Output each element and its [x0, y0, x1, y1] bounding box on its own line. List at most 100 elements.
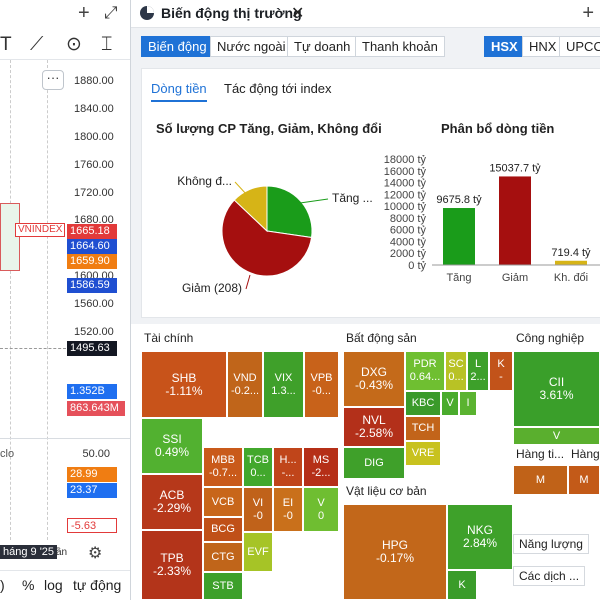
heatmap-cell[interactable]: DXG -0.43%: [343, 351, 405, 407]
heatmap-cell[interactable]: K-: [489, 351, 513, 391]
range-bracket: ): [0, 577, 5, 593]
heatmap-cell[interactable]: SC 0...: [445, 351, 467, 391]
price-axis-label: 1520.00: [74, 326, 114, 338]
exchange-tab-upcom[interactable]: UPCO: [559, 36, 600, 57]
tab-nuoc-ngoai[interactable]: Nước ngoài: [210, 36, 293, 57]
heatmap-cell[interactable]: VRE: [405, 441, 441, 466]
bar-category-label: Giảm: [502, 272, 528, 284]
heatmap-cell[interactable]: ACB -2.29%: [141, 474, 203, 530]
heatmap-cell[interactable]: TPB -2.33%: [141, 530, 203, 600]
cell-symbol: L: [474, 358, 482, 370]
heatmap-cell[interactable]: MBB -0.7...: [203, 447, 243, 487]
bar[interactable]: [555, 260, 587, 265]
heatmap-cell[interactable]: STB: [203, 572, 243, 600]
exchange-tab-hsx[interactable]: HSX: [484, 36, 525, 57]
heatmap-cell[interactable]: M: [513, 465, 568, 495]
log-scale-button[interactable]: log: [44, 577, 63, 593]
heatmap-cell[interactable]: VIX 1.3...: [263, 351, 304, 418]
bar[interactable]: [499, 176, 531, 265]
cell-percent: -2...: [311, 467, 331, 479]
pie-slice[interactable]: [221, 199, 313, 277]
heatmap-cell[interactable]: TCB 0...: [243, 447, 273, 487]
settings-gear-icon[interactable]: ⚙: [88, 545, 103, 562]
trend-tool-icon[interactable]: ⟋: [30, 34, 44, 55]
bar-category-label: Tăng: [446, 272, 471, 284]
heatmap-cell[interactable]: SHB -1.11%: [141, 351, 227, 418]
heatmap-cell[interactable]: SSI 0.49%: [141, 418, 203, 474]
bar[interactable]: [443, 208, 475, 265]
bar-value-label: 719.4 tỷ: [551, 247, 591, 259]
chart-pane[interactable]: + ⤢ T ⟋ ⊙ ⌶ ··· 1880.00 1840.00 1800.00 …: [0, 0, 131, 600]
bar-y-tick: 0 tỷ: [408, 260, 426, 272]
add-icon[interactable]: +: [78, 2, 90, 24]
bar-y-tick: 6000 tỷ: [390, 225, 427, 237]
heatmap-cell[interactable]: KBC: [405, 391, 441, 416]
heatmap-cell[interactable]: V: [441, 391, 459, 416]
add-panel-icon[interactable]: +: [582, 2, 594, 24]
heatmap-cell[interactable]: NVL -2.58%: [343, 407, 405, 447]
bar-category-label: Kh. đổi: [554, 272, 588, 284]
cell-symbol: I: [466, 397, 470, 409]
expand-icon[interactable]: ⤢: [104, 3, 118, 22]
cell-percent: -2.58%: [354, 426, 394, 440]
price-tag-ma3: 1586.59: [67, 278, 117, 293]
cell-percent: 0.49%: [154, 445, 190, 459]
auto-scale-button[interactable]: tự động: [73, 577, 122, 593]
text-tool-icon[interactable]: T: [0, 34, 12, 55]
pie-slice-label: Tăng ...: [332, 191, 372, 205]
heatmap-cell[interactable]: EI -0: [273, 487, 303, 532]
heatmap-cell[interactable]: VI -0: [243, 487, 273, 532]
heatmap-cell[interactable]: K: [447, 570, 477, 600]
cell-percent: -...: [281, 467, 295, 479]
close-icon[interactable]: ✕: [291, 5, 305, 22]
heatmap-cell[interactable]: TCH: [405, 416, 441, 441]
cell-symbol: M: [535, 473, 546, 486]
tab-thanh-khoan[interactable]: Thanh khoản: [355, 36, 445, 57]
cursor-text-icon[interactable]: ⌶: [101, 34, 113, 55]
bar-y-tick: 10000 tỷ: [384, 201, 427, 213]
tab-tu-doanh[interactable]: Tự doanh: [287, 36, 358, 57]
heatmap-cell[interactable]: VND -0.2...: [227, 351, 263, 418]
subtab-dong-tien[interactable]: Dòng tiền: [151, 81, 207, 102]
heatmap-cell[interactable]: DIG: [343, 447, 405, 479]
heatmap-cell[interactable]: EVF: [243, 532, 273, 572]
heatmap-cell[interactable]: CTG: [203, 542, 243, 572]
heatmap-cell[interactable]: M: [568, 465, 600, 495]
heatmap-cell[interactable]: L 2...: [467, 351, 489, 391]
heatmap-cell[interactable]: H... -...: [273, 447, 303, 487]
percent-scale-button[interactable]: %: [22, 577, 35, 593]
cell-percent: -0: [283, 509, 293, 522]
target-tool-icon[interactable]: ⊙: [66, 34, 82, 55]
heatmap-cell[interactable]: VPB -0...: [304, 351, 339, 418]
cell-symbol: SHB: [171, 370, 197, 385]
panel-title: Biến động thị trường: [161, 5, 302, 21]
cell-percent: -2.33%: [152, 564, 192, 578]
cell-symbol: V: [446, 397, 454, 409]
heatmap-cell[interactable]: VCB: [203, 487, 243, 517]
sector-nang-luong[interactable]: Năng lượng: [513, 534, 589, 554]
pie-slice[interactable]: [266, 185, 313, 239]
cell-percent: -0: [253, 509, 263, 522]
price-axis-label: 1680.00: [74, 214, 114, 226]
sector-cac-dich-vu[interactable]: Các dịch ...: [513, 566, 586, 586]
heatmap-cell[interactable]: MS -2...: [303, 447, 339, 487]
heatmap-cell[interactable]: CII 3.61%: [513, 351, 600, 427]
cell-percent: 0: [317, 509, 325, 522]
heatmap-cell[interactable]: I: [459, 391, 477, 416]
heatmap-cell[interactable]: HPG -0.17%: [343, 504, 447, 600]
tab-bien-dong[interactable]: Biến động: [141, 36, 214, 57]
subtab-tac-dong[interactable]: Tác động tới index: [224, 81, 332, 96]
heatmap-cell[interactable]: BCG: [203, 517, 243, 542]
heatmap-cell[interactable]: V: [513, 427, 600, 445]
pane-separator[interactable]: [0, 438, 130, 439]
pie-slice[interactable]: [233, 185, 268, 233]
cell-percent: -0.2...: [230, 384, 260, 397]
price-axis-label: 1840.00: [74, 103, 114, 115]
exchange-tab-hnx[interactable]: HNX: [522, 36, 564, 57]
more-options-button[interactable]: ···: [42, 70, 64, 90]
heatmap-cell[interactable]: NKG 2.84%: [447, 504, 513, 570]
heatmap-cell[interactable]: PDR 0.64...: [405, 351, 445, 391]
chart-top-bar: + ⤢: [0, 0, 130, 30]
